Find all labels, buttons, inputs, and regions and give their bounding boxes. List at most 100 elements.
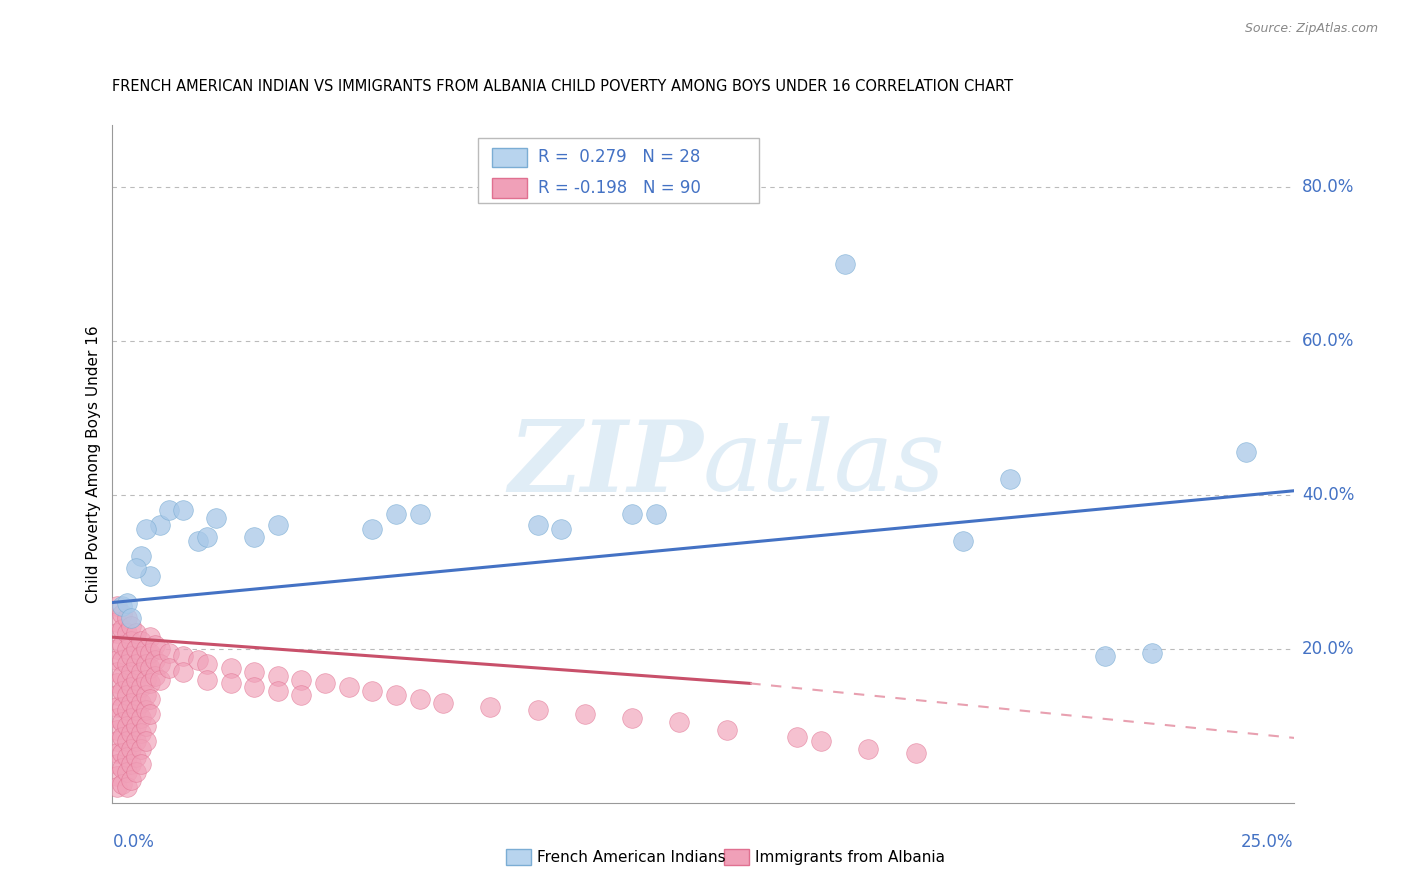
Point	[621, 507, 644, 521]
Point	[125, 719, 148, 733]
Point	[111, 599, 134, 614]
Point	[125, 673, 148, 687]
Point	[115, 641, 138, 656]
Point	[120, 634, 142, 648]
Text: 60.0%: 60.0%	[1302, 332, 1354, 350]
Point	[111, 623, 134, 637]
Point	[129, 711, 152, 725]
Text: Immigrants from Albania: Immigrants from Albania	[755, 850, 945, 864]
Point	[172, 665, 194, 679]
Point	[139, 630, 162, 644]
Text: ZIP: ZIP	[508, 416, 703, 512]
Point	[143, 669, 166, 683]
Point	[621, 711, 644, 725]
Point	[143, 653, 166, 667]
Point	[139, 646, 162, 660]
Text: atlas: atlas	[703, 417, 946, 511]
Text: R = -0.198   N = 90: R = -0.198 N = 90	[538, 179, 702, 197]
Point	[115, 673, 138, 687]
Point	[115, 780, 138, 795]
Point	[149, 673, 172, 687]
Point	[834, 256, 856, 270]
Point	[111, 684, 134, 698]
Point	[195, 530, 218, 544]
Point	[105, 653, 128, 667]
Point	[195, 673, 218, 687]
Point	[574, 707, 596, 722]
Point	[408, 507, 430, 521]
Text: 40.0%: 40.0%	[1302, 485, 1354, 504]
Point	[135, 673, 157, 687]
Point	[105, 688, 128, 702]
Point	[105, 757, 128, 772]
Text: 20.0%: 20.0%	[1302, 640, 1354, 657]
Point	[105, 711, 128, 725]
Point	[135, 719, 157, 733]
Point	[526, 518, 548, 533]
Point	[716, 723, 738, 737]
Point	[125, 688, 148, 702]
Point	[1094, 649, 1116, 664]
Point	[290, 673, 312, 687]
Point	[129, 680, 152, 694]
Point	[111, 714, 134, 729]
Point	[120, 711, 142, 725]
Point	[125, 703, 148, 717]
Point	[267, 518, 290, 533]
Text: 0.0%: 0.0%	[112, 833, 155, 851]
Point	[115, 595, 138, 609]
Point	[172, 503, 194, 517]
Point	[149, 657, 172, 672]
Point	[111, 653, 134, 667]
Point	[952, 533, 974, 548]
Point	[810, 734, 832, 748]
Point	[105, 641, 128, 656]
Point	[157, 503, 180, 517]
Point	[219, 661, 242, 675]
Point	[105, 780, 128, 795]
Point	[105, 746, 128, 760]
Point	[115, 688, 138, 702]
Point	[111, 761, 134, 775]
Point	[143, 638, 166, 652]
Point	[120, 649, 142, 664]
Point	[135, 703, 157, 717]
Point	[125, 764, 148, 779]
Point	[644, 507, 666, 521]
Point	[432, 696, 454, 710]
Point	[385, 507, 408, 521]
Point	[115, 611, 138, 625]
Text: French American Indians: French American Indians	[537, 850, 725, 864]
Point	[267, 684, 290, 698]
Point	[115, 749, 138, 764]
Point	[149, 641, 172, 656]
Point	[361, 684, 384, 698]
Point	[120, 618, 142, 632]
Point	[105, 665, 128, 679]
Point	[115, 764, 138, 779]
Point	[111, 746, 134, 760]
Point	[129, 742, 152, 756]
Point	[105, 676, 128, 690]
Point	[105, 626, 128, 640]
Point	[129, 634, 152, 648]
Point	[408, 691, 430, 706]
Point	[120, 680, 142, 694]
Point	[139, 691, 162, 706]
Point	[314, 676, 336, 690]
Point	[786, 731, 808, 745]
Point	[135, 657, 157, 672]
Point	[125, 657, 148, 672]
Point	[172, 649, 194, 664]
Text: Source: ZipAtlas.com: Source: ZipAtlas.com	[1244, 22, 1378, 36]
Point	[157, 661, 180, 675]
Point	[267, 669, 290, 683]
Point	[115, 719, 138, 733]
Point	[105, 723, 128, 737]
Text: R =  0.279   N = 28: R = 0.279 N = 28	[538, 148, 700, 167]
Point	[125, 626, 148, 640]
Point	[105, 599, 128, 614]
Point	[149, 518, 172, 533]
Point	[135, 734, 157, 748]
Point	[668, 714, 690, 729]
